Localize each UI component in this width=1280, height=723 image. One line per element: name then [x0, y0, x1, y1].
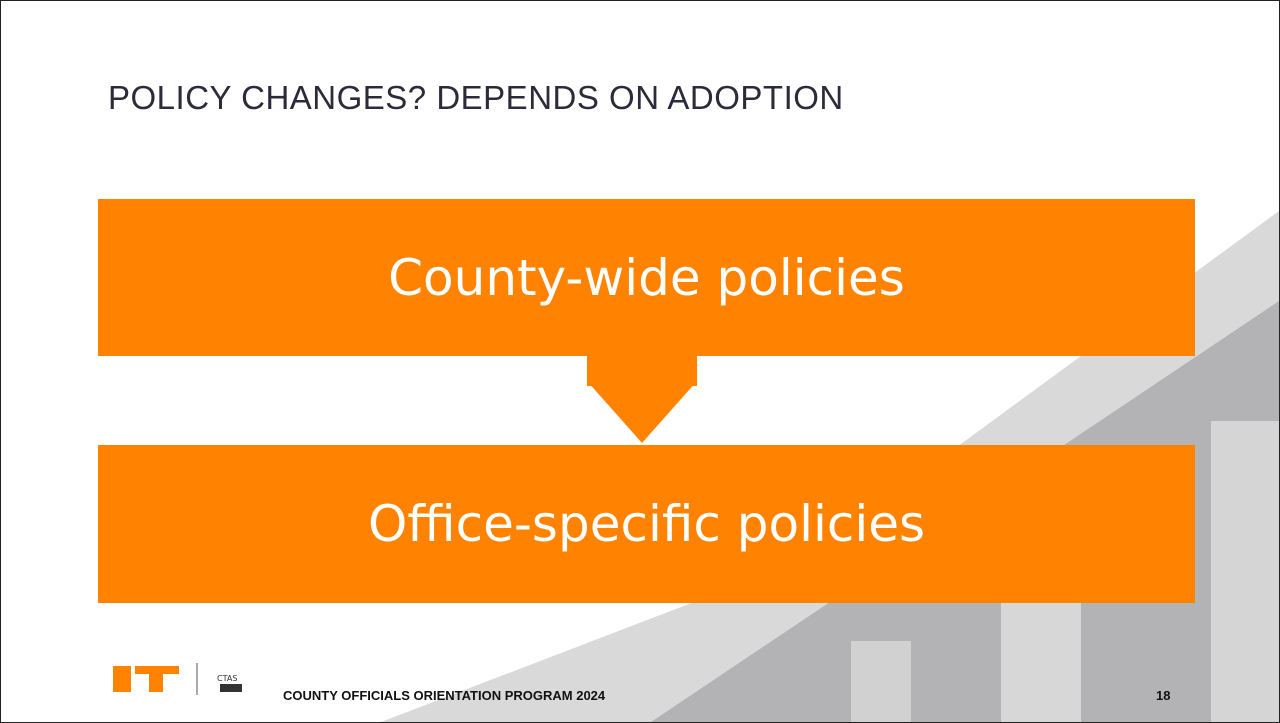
slide: POLICY CHANGES? DEPENDS ON ADOPTION Coun… — [0, 0, 1280, 723]
slide-title: POLICY CHANGES? DEPENDS ON ADOPTION — [108, 79, 844, 117]
box: County-wide policies — [98, 199, 1195, 356]
footer-text: COUNTY OFFICIALS ORIENTATION PROGRAM 202… — [283, 688, 605, 703]
page-number: 18 — [1156, 688, 1170, 703]
logo-text: CTAS — [217, 674, 237, 683]
box: Office-specific policies — [98, 445, 1195, 603]
